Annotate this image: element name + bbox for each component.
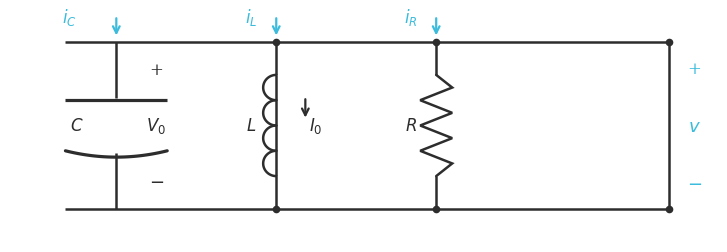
Text: $C$: $C$ <box>70 117 83 135</box>
Text: $V_0$: $V_0$ <box>146 116 166 136</box>
Text: $i_C$: $i_C$ <box>62 7 76 28</box>
Text: +: + <box>687 61 702 78</box>
Text: $i_R$: $i_R$ <box>404 7 417 28</box>
Text: $R$: $R$ <box>405 117 417 135</box>
Text: $v$: $v$ <box>688 117 701 135</box>
Text: $i_L$: $i_L$ <box>244 7 257 28</box>
Text: $-$: $-$ <box>149 171 164 189</box>
Text: $I_0$: $I_0$ <box>309 116 323 136</box>
Text: $-$: $-$ <box>687 174 702 192</box>
Text: +: + <box>149 62 164 79</box>
Text: $L$: $L$ <box>246 117 256 135</box>
